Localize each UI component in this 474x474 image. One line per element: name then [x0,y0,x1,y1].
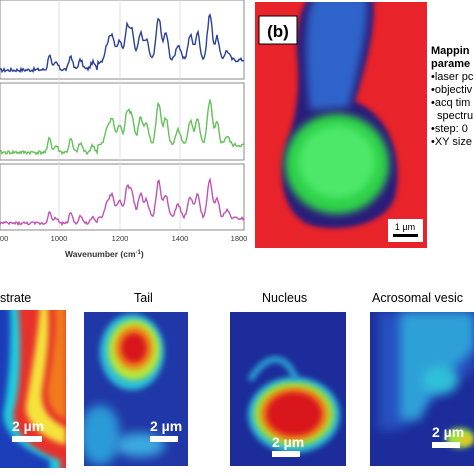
spectrum-frame-bottom [0,163,245,231]
map-title-tail: Tail [134,291,153,305]
tail-map: 2 µm [84,312,188,466]
panel-b-scalebar [393,234,418,237]
raman-spectra-panel: 800 1000 1200 1400 1800 Wavenumber (cm-1… [0,0,248,259]
acrosomal-scalebar-label: 2 µm [432,424,464,440]
mapping-item: •XY size [431,136,472,148]
spectrum-frame-top [0,0,245,80]
mapping-item: •objectiv [431,84,473,96]
x-tick-label: 800 [0,234,8,243]
x-tick-label: 1400 [172,234,189,243]
mapping-item: spectru [437,110,474,122]
x-tick-label: 1800 [231,234,248,243]
spectrum-line-middle [0,97,245,156]
mapping-heading: Mappin [431,45,470,57]
substrate-map: 2 µm [0,310,66,468]
panel-b-label-box [258,15,298,45]
map-title-substrate: strate [0,291,32,305]
mapping-item: •acq tim [431,97,471,109]
x-axis-label: Wavenumber (cm-1) [65,249,144,259]
map-title-acrosomal: Acrosomal vesic [372,291,463,305]
tail-scalebar-label: 2 µm [150,418,182,434]
panel-b-raman-map: (b) 1 µm [255,2,427,248]
acrosomal-map: 2 µm [370,312,474,466]
map-title-nucleus: Nucleus [262,291,308,305]
mapping-heading-2: parame [431,58,471,70]
panel-b-label: (b) [267,22,289,41]
nucleus-scalebar-label: 2 µm [272,434,304,450]
substrate-scalebar-label: 2 µm [12,418,44,434]
component-maps-row: 2 µm 2 µm 2 µm 2 µm [0,310,474,468]
x-tick-label: 1200 [112,234,129,243]
mapping-item: •laser pc [431,71,474,83]
spectra-gridlines [58,0,181,230]
spectrum-frame-middle [0,82,245,161]
panel-b-scalebar-label: 1 µm [395,222,415,232]
mapping-parameters: Mappin parame •laser pc •objectiv •acq t… [431,45,474,149]
spectrum-line-top [0,13,245,74]
mapping-item: •step: 0 [431,123,468,135]
nucleus-map: 2 µm [230,312,346,466]
spectrum-line-bottom [0,177,245,227]
x-tick-label: 1000 [51,234,68,243]
